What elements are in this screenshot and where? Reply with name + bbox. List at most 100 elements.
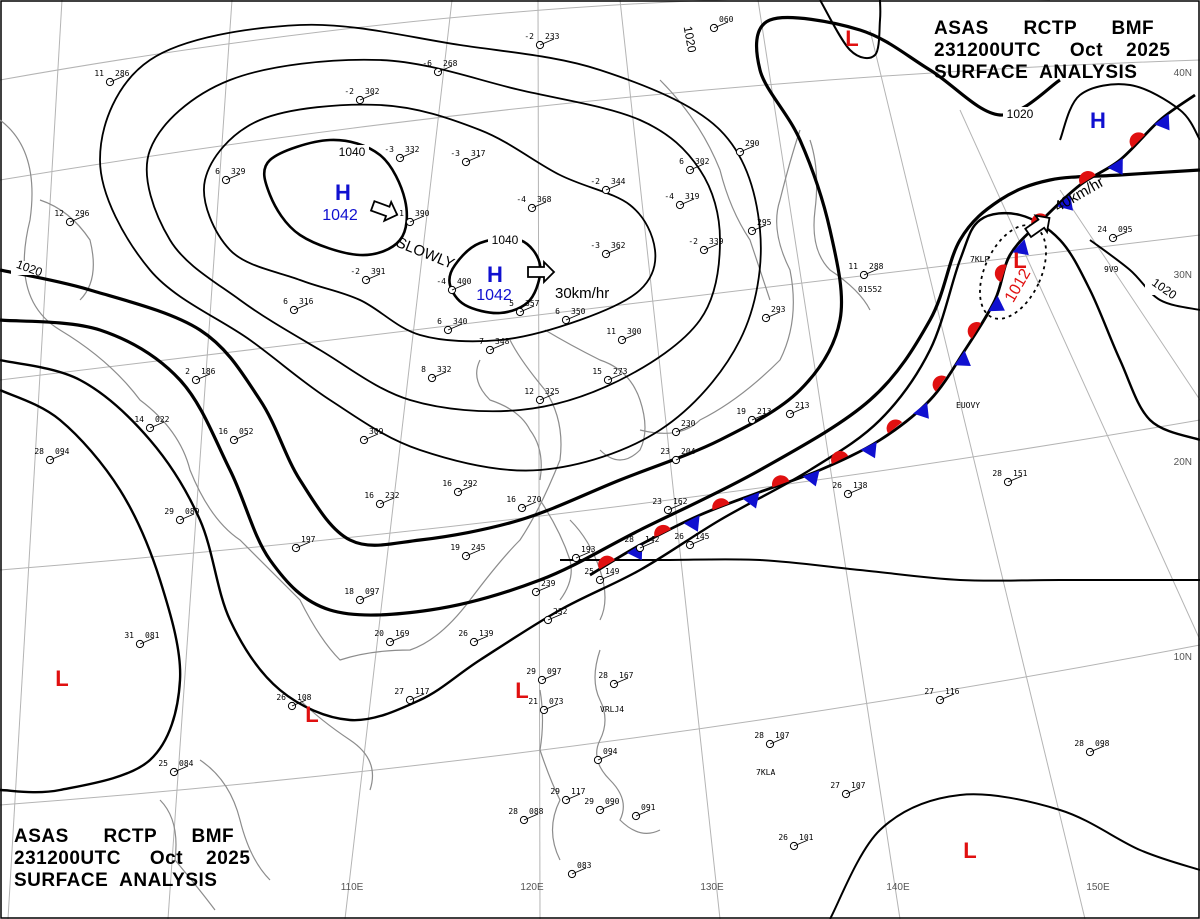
station-temperature: 25 — [584, 567, 594, 576]
wind-barb — [571, 867, 587, 875]
wind-barb — [437, 65, 453, 73]
wind-barb — [543, 703, 559, 711]
station-pressure: 400 — [457, 277, 472, 286]
wind-barb — [451, 283, 467, 291]
station-plot: -2 344 — [590, 177, 626, 195]
latitude-label: 40N — [1174, 68, 1192, 79]
wind-barb — [739, 145, 755, 153]
station-pressure: 108 — [297, 693, 312, 702]
meridian-line — [869, 29, 1086, 919]
station-pressure: 288 — [869, 262, 884, 271]
station-pressure: 350 — [571, 307, 586, 316]
station-plot: 26 101 — [778, 833, 814, 851]
wind-barb — [431, 371, 447, 379]
cold-front-triangle — [742, 492, 760, 509]
station-pressure: 084 — [179, 759, 194, 768]
station-temperature: 2 — [185, 367, 190, 376]
warm-front-semicircle — [1129, 132, 1145, 148]
station-temperature: 26 — [458, 629, 468, 638]
wind-barb — [109, 75, 125, 83]
station-pressure: 268 — [443, 59, 458, 68]
station-pressure: 094 — [603, 747, 618, 756]
meridian-line — [167, 0, 233, 919]
station-pressure: 302 — [695, 157, 710, 166]
station-temperature: 26 — [832, 481, 842, 490]
isobar-line — [819, 0, 882, 60]
header-bottom-left: ASAS RCTP BMF 231200UTC Oct 2025 SURFACE… — [14, 826, 250, 892]
station-temperature: 27 — [830, 781, 840, 790]
station-plot: 23 204 — [660, 447, 696, 465]
station-pressure: 300 — [627, 327, 642, 336]
warm-front-semicircle — [967, 322, 982, 339]
station-temperature: 16 — [442, 479, 452, 488]
station-pressure: 107 — [775, 731, 790, 740]
wind-barb — [225, 173, 241, 181]
station-temperature: 28 — [34, 447, 44, 456]
wind-barb — [389, 635, 405, 643]
station-plot: 15 273 — [592, 367, 628, 385]
station-plot: -2 391 — [350, 267, 386, 285]
warm-front-semicircle — [932, 375, 947, 392]
station-temperature: 31 — [124, 631, 134, 640]
low-pressure-marker: L — [1013, 248, 1026, 273]
meridian-line — [1059, 189, 1200, 401]
wind-barb — [639, 541, 655, 549]
station-plot: 28 107 — [754, 731, 790, 749]
station-pressure: 149 — [605, 567, 620, 576]
station-temperature: 27 — [394, 687, 404, 696]
station-pressure: 245 — [471, 543, 486, 552]
station-plot: -4 400 — [436, 277, 472, 295]
motion-label: SLOWLY — [394, 234, 457, 273]
station-pressure: 319 — [685, 192, 700, 201]
wind-barb — [409, 693, 425, 701]
ship-id: EUOVY — [956, 401, 980, 410]
station-pressure: 295 — [757, 218, 772, 227]
wind-barb — [765, 311, 781, 319]
ship-id: VRLJ4 — [600, 705, 624, 714]
station-plot: 16 052 — [218, 427, 254, 445]
station-temperature: -4 — [436, 277, 446, 286]
wind-barb — [713, 21, 729, 29]
station-plot: 11 300 — [606, 327, 642, 345]
ship-id: 7KLP — [970, 255, 989, 264]
station-temperature: 20 — [374, 629, 384, 638]
station-temperature: 26 — [778, 833, 788, 842]
station-plot: 2 186 — [185, 367, 216, 385]
wind-barb — [703, 243, 719, 251]
pressure-center-value: 1042 — [322, 207, 358, 224]
station-pressure: 052 — [239, 427, 254, 436]
station-plot: 16 292 — [442, 479, 478, 497]
station-pressure: 097 — [365, 587, 380, 596]
station-plot: -3 362 — [590, 241, 626, 259]
meridian-line — [7, 0, 63, 919]
station-pressure: 368 — [537, 195, 552, 204]
wind-barb — [565, 793, 581, 801]
station-pressure: 117 — [415, 687, 430, 696]
station-temperature: -4 — [664, 192, 674, 201]
isobar-line — [0, 168, 1200, 617]
station-temperature: 16 — [506, 495, 516, 504]
station-temperature: 28 — [508, 807, 518, 816]
ship-id: 7KLA — [756, 768, 775, 777]
station-plot: 18 097 — [344, 587, 380, 605]
station-pressure: 088 — [529, 807, 544, 816]
station-plot: 25 149 — [584, 567, 620, 585]
meridian-line — [537, 0, 541, 919]
station-pressure: 142 — [645, 535, 660, 544]
station-pressure: 139 — [479, 629, 494, 638]
station-temperature: -2 — [524, 32, 534, 41]
station-temperature: -3 — [384, 145, 394, 154]
station-pressure: 090 — [605, 797, 620, 806]
wind-barb — [447, 323, 463, 331]
warm-front-semicircle — [1079, 170, 1096, 185]
wind-barb — [845, 787, 861, 795]
station-plot: 28 088 — [508, 807, 544, 825]
station-pressure: 273 — [613, 367, 628, 376]
station-temperature: 8 — [421, 365, 426, 374]
wind-barb — [519, 305, 535, 313]
station-pressure: 239 — [541, 579, 556, 588]
isobar-line — [0, 388, 182, 794]
header-line-2: 231200UTC Oct 2025 — [934, 40, 1171, 61]
wind-barb — [675, 453, 691, 461]
